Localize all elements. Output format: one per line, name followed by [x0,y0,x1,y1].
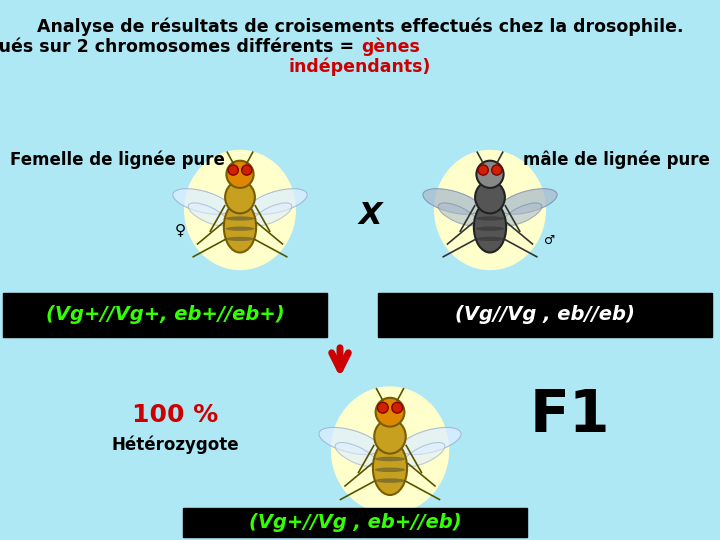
Ellipse shape [475,237,505,241]
Ellipse shape [225,217,254,221]
Ellipse shape [423,188,481,214]
Ellipse shape [253,203,292,226]
Circle shape [392,402,402,413]
Text: F1: F1 [530,387,611,443]
Text: (Vg+//Vg+, eb+//eb+): (Vg+//Vg+, eb+//eb+) [45,306,284,325]
Ellipse shape [374,420,406,454]
Ellipse shape [475,181,505,213]
Ellipse shape [249,188,307,214]
Text: ♂: ♂ [544,233,556,246]
Circle shape [377,402,388,413]
Ellipse shape [503,203,542,226]
Text: Analyse de résultats de croisements effectués chez la drosophile.: Analyse de résultats de croisements effe… [37,18,683,37]
Ellipse shape [173,188,230,214]
Ellipse shape [373,441,407,495]
Ellipse shape [374,457,405,461]
Circle shape [492,165,502,175]
Ellipse shape [319,428,380,455]
Ellipse shape [225,227,254,231]
FancyBboxPatch shape [3,293,327,337]
Circle shape [376,398,405,427]
Ellipse shape [475,227,505,231]
Ellipse shape [500,188,557,214]
Circle shape [477,161,503,188]
Text: (Vg+//Vg , eb+//eb): (Vg+//Vg , eb+//eb) [248,513,462,532]
Text: 100 %: 100 % [132,403,218,427]
Text: mâle de lignée pure: mâle de lignée pure [523,151,710,169]
Text: Femelle de lignée pure: Femelle de lignée pure [10,151,225,169]
Ellipse shape [331,387,449,513]
Ellipse shape [475,217,505,221]
Text: ♀: ♀ [174,222,186,238]
FancyBboxPatch shape [183,508,527,537]
Ellipse shape [374,478,405,483]
Ellipse shape [188,203,228,226]
Ellipse shape [374,468,405,472]
Circle shape [226,161,253,188]
Ellipse shape [403,442,445,467]
Ellipse shape [225,181,255,213]
Text: Hétérozygote: Hétérozygote [111,436,239,454]
Ellipse shape [225,237,254,241]
FancyBboxPatch shape [378,293,712,337]
FancyBboxPatch shape [0,0,720,95]
Circle shape [478,165,488,175]
Text: (Vg//Vg , eb//eb): (Vg//Vg , eb//eb) [455,306,635,325]
Ellipse shape [438,203,477,226]
Text: (Pour des caractères codés par des gènes situés sur 2 chromosomes différents =: (Pour des caractères codés par des gènes… [0,38,360,57]
Ellipse shape [185,151,295,269]
Ellipse shape [400,428,461,455]
Text: X: X [359,200,382,230]
Ellipse shape [224,201,256,253]
Ellipse shape [474,201,506,253]
Ellipse shape [435,151,545,269]
Text: gènes: gènes [361,38,420,57]
Circle shape [242,165,252,175]
Text: indépendants): indépendants) [289,58,431,77]
Circle shape [228,165,238,175]
Ellipse shape [335,442,377,467]
